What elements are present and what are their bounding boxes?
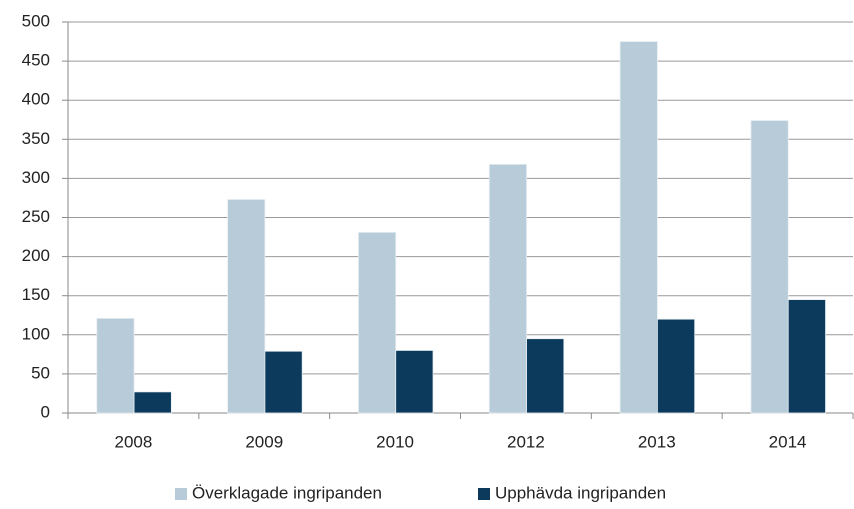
y-tick-label: 200 (22, 246, 50, 265)
bar (750, 120, 789, 414)
x-tick-label: 2013 (638, 432, 676, 451)
y-tick-label: 400 (22, 90, 50, 109)
y-tick-label: 100 (22, 324, 50, 343)
x-tick-label: 2009 (245, 432, 283, 451)
y-tick-label: 300 (22, 168, 50, 187)
legend-swatch (478, 488, 490, 500)
bar (787, 299, 826, 414)
y-tick-label: 50 (31, 363, 50, 382)
bar (96, 317, 135, 414)
x-tick-label: 2010 (376, 432, 414, 451)
y-tick-label: 350 (22, 129, 50, 148)
bar (395, 350, 434, 414)
bar (227, 199, 266, 414)
legend-label: Överklagade ingripanden (192, 483, 382, 502)
bar (619, 41, 658, 414)
x-tick-label: 2012 (507, 432, 545, 451)
y-tick-label: 450 (22, 51, 50, 70)
bar (358, 231, 397, 414)
y-tick-label: 250 (22, 207, 50, 226)
bar (657, 318, 696, 414)
bar (526, 338, 565, 414)
bar (264, 350, 303, 414)
bar (488, 163, 527, 414)
legend-label: Upphävda ingripanden (495, 483, 666, 502)
x-tick-label: 2014 (769, 432, 807, 451)
x-tick-label: 2008 (115, 432, 153, 451)
y-tick-label: 150 (22, 285, 50, 304)
y-tick-label: 0 (41, 402, 50, 421)
bar (133, 391, 172, 414)
y-tick-label: 500 (22, 11, 50, 30)
legend-swatch (175, 488, 187, 500)
